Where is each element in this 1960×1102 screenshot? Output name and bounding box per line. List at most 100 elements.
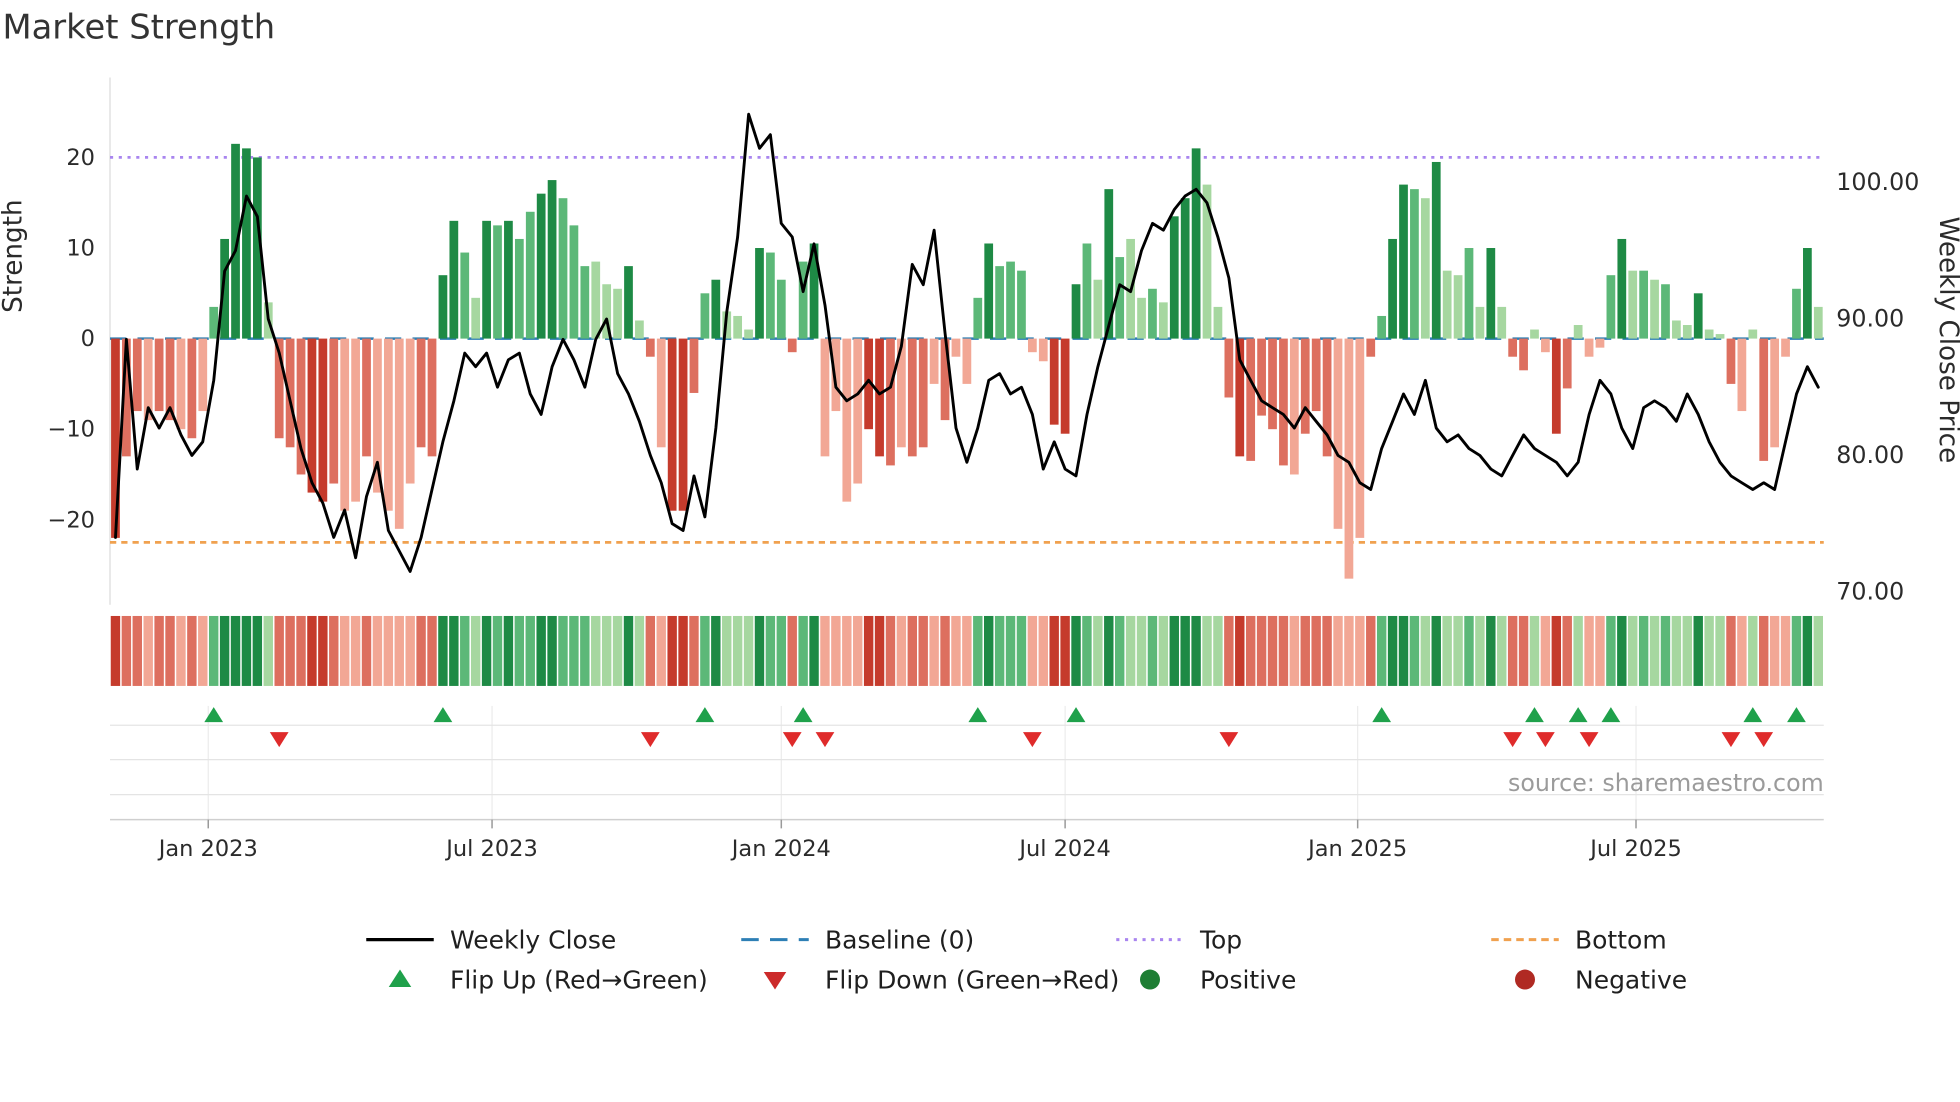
flip-down-marker — [782, 732, 802, 748]
positive-bar — [1377, 315, 1387, 339]
heatmap-cell — [787, 615, 797, 686]
negative-bar — [1344, 338, 1354, 579]
legend-item: Top — [1116, 925, 1242, 954]
positive-bar — [1628, 270, 1638, 339]
negative-bar — [831, 338, 841, 412]
negative-bar — [787, 338, 797, 353]
positive-bar — [1704, 329, 1714, 339]
positive-bar — [776, 279, 786, 339]
heatmap-cell — [1256, 615, 1267, 686]
negative-bar — [274, 338, 284, 439]
heatmap-cell — [1529, 615, 1540, 686]
left-tick-label: 0 — [81, 326, 95, 352]
heatmap-cell — [689, 615, 699, 686]
negative-bar — [165, 338, 175, 421]
heatmap-cell — [984, 615, 994, 686]
heatmap-cell — [383, 615, 394, 686]
heatmap-cell — [765, 615, 776, 686]
positive-bar — [525, 211, 535, 339]
heatmap-cell — [700, 615, 710, 686]
heatmap-cell — [940, 615, 950, 686]
heatmap-cell — [1780, 615, 1791, 686]
negative-bar — [1246, 338, 1256, 461]
flip-up-marker — [968, 707, 988, 723]
heatmap-cell — [1409, 615, 1420, 686]
negative-bar — [362, 338, 371, 457]
heatmap-cell — [416, 615, 426, 686]
x-tick-label: Jul 2024 — [1017, 836, 1111, 862]
positive-bar — [1442, 270, 1452, 339]
heatmap-cell — [1660, 615, 1671, 686]
heatmap-cell — [1595, 615, 1605, 686]
flip-up-marker — [204, 707, 224, 723]
positive-bar — [493, 225, 502, 339]
heatmap-cell — [896, 615, 907, 686]
legend-label: Weekly Close — [450, 925, 616, 954]
heatmap-cell — [1671, 615, 1682, 686]
heatmap-cell — [1267, 615, 1278, 686]
heatmap-cell — [165, 615, 175, 686]
heatmap-cell — [1060, 615, 1070, 686]
heatmap-cell — [394, 615, 404, 686]
positive-bar — [1650, 279, 1659, 339]
positive-bar — [1410, 189, 1419, 339]
positive-bar — [1082, 243, 1092, 339]
heatmap-cell — [405, 615, 415, 686]
negative-bar — [351, 338, 360, 502]
positive-bar — [766, 252, 775, 339]
positive-bar — [504, 220, 513, 339]
negative-bar — [940, 338, 950, 421]
heatmap-cell — [449, 615, 459, 686]
positive-bar — [536, 193, 546, 339]
negative-bar — [907, 338, 917, 457]
negative-bar — [132, 338, 142, 412]
positive-bar — [984, 243, 994, 339]
positive-bar — [1169, 216, 1179, 339]
heatmap-cell — [1169, 615, 1179, 686]
positive-bar — [624, 266, 633, 339]
positive-bar — [547, 180, 557, 339]
heatmap-cell — [569, 615, 579, 686]
flip-down-marker — [269, 732, 289, 748]
positive-bar — [1071, 284, 1081, 339]
negative-bar — [1759, 338, 1769, 461]
positive-bar — [1573, 325, 1583, 339]
flip-up-marker — [433, 707, 453, 723]
negative-bar — [897, 338, 906, 448]
heatmap-cell — [711, 615, 721, 686]
heatmap-cell — [809, 615, 819, 686]
heatmap-cell — [1791, 615, 1802, 686]
positive-bar — [1475, 306, 1485, 339]
heatmap-cell — [285, 615, 295, 686]
negative-bar — [296, 338, 306, 475]
flip-down-marker — [1754, 732, 1774, 748]
negative-bar — [1726, 338, 1736, 384]
heatmap-cell — [1759, 615, 1769, 686]
heatmap-cell — [820, 615, 830, 686]
heatmap-cell — [853, 615, 863, 686]
heatmap-cell — [1802, 615, 1813, 686]
negative-bar — [1584, 338, 1594, 357]
flip-up-marker — [1601, 707, 1621, 723]
heatmap-cell — [1638, 615, 1649, 686]
negative-bar — [1311, 338, 1321, 412]
heatmap-cell — [1311, 615, 1321, 686]
heatmap-cell — [1322, 615, 1332, 686]
positive-bar — [253, 157, 262, 339]
heatmap-cell — [776, 615, 787, 686]
heatmap-cell — [547, 615, 557, 686]
positive-bar — [1431, 161, 1441, 339]
negative-bar — [864, 338, 873, 430]
negative-bar — [1595, 338, 1605, 348]
negative-bar — [198, 338, 208, 412]
negative-bar — [1551, 338, 1561, 434]
heatmap-cell — [187, 615, 197, 686]
positive-bar — [438, 275, 448, 339]
heatmap-cell — [1289, 615, 1300, 686]
heatmap-cell — [1693, 615, 1703, 686]
negative-bar — [1279, 338, 1288, 466]
legend-label: Top — [1199, 925, 1242, 954]
positive-bar — [220, 238, 229, 339]
heatmap-cell — [230, 615, 241, 686]
positive-bar — [1093, 279, 1103, 339]
